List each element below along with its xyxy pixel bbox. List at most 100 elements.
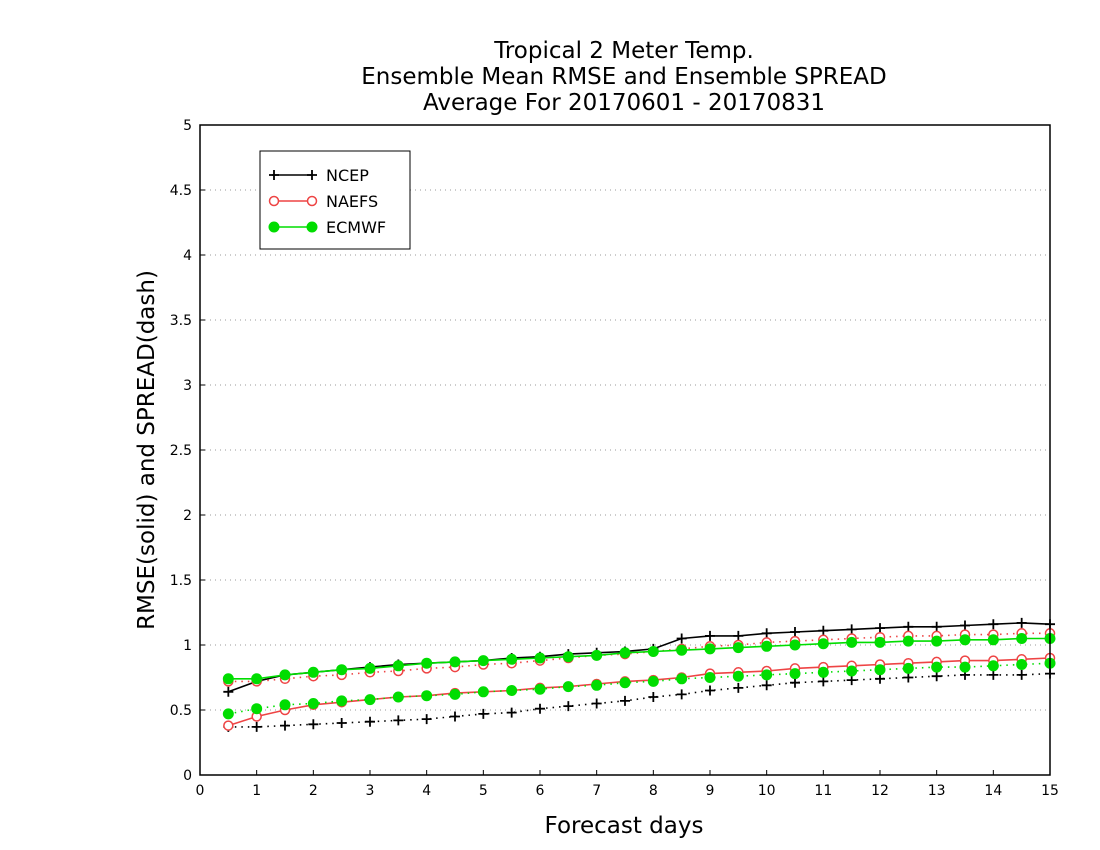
point-ecmwf-spread-1 (251, 703, 263, 715)
point-ecmwf-spread-10 (506, 685, 518, 696)
y-tick-label-10: 5 (183, 118, 192, 134)
point-ncep-rmse-25 (931, 621, 942, 632)
point-ncep-spread-15 (648, 692, 659, 702)
x-axis: 0 1 2 3 4 5 6 7 8 9 10 11 12 13 14 15 (196, 770, 1059, 799)
y-tick-label-4: 2 (183, 508, 192, 524)
line-ecmwf-spread (228, 662, 1051, 715)
point-ecmwf-spread-17 (704, 672, 716, 683)
legend-marker-start-ecmwf (268, 221, 280, 233)
point-ecmwf-spread-14 (619, 677, 631, 689)
point-ncep-rmse-18 (733, 630, 744, 641)
point-ecmwf-spread-19 (761, 669, 773, 681)
point-ncep-spread-14 (620, 695, 630, 706)
legend-box (259, 150, 411, 250)
point-ncep-spread-13 (591, 698, 602, 709)
point-ecmwf-rmse-6 (392, 660, 404, 672)
y-tick-label-1: 0.5 (170, 703, 192, 719)
point-ncep-spread-12 (563, 701, 574, 712)
point-ecmwf-spread-27 (987, 660, 999, 672)
point-ncep-spread-5 (365, 716, 375, 727)
point-ecmwf-spread-9 (477, 686, 489, 698)
point-ncep-spread-21 (818, 676, 829, 687)
point-ncep-rmse-23 (875, 623, 885, 634)
legend-marker-end-ncep (307, 170, 317, 180)
point-ecmwf-rmse-17 (704, 643, 716, 655)
point-ecmwf-rmse-11 (534, 652, 546, 664)
point-ecmwf-rmse-21 (817, 638, 829, 650)
legend-marker-start-naefs (268, 195, 280, 207)
series-naefs-spread (223, 628, 1056, 687)
x-tick-label-12: 12 (871, 783, 889, 799)
point-ecmwf-rmse-25 (931, 635, 943, 647)
point-ecmwf-rmse-7 (421, 657, 433, 669)
point-ecmwf-spread-6 (392, 691, 404, 703)
legend-label-ecmwf: ECMWF (326, 218, 386, 237)
x-tick-label-0: 0 (196, 783, 205, 799)
point-ncep-spread-1 (251, 721, 262, 732)
point-ecmwf-spread-2 (279, 699, 291, 711)
point-ncep-spread-23 (875, 673, 885, 684)
x-tick-label-6: 6 (536, 783, 545, 799)
y-tick-label-5: 2.5 (170, 443, 192, 459)
point-ncep-rmse-27 (988, 619, 999, 630)
point-ncep-spread-24 (903, 672, 914, 683)
y-tick-label-6: 3 (183, 378, 192, 394)
x-tick-label-15: 15 (1041, 783, 1059, 799)
x-tick-label-11: 11 (814, 783, 832, 799)
point-ncep-rmse-19 (761, 628, 772, 639)
x-tick-label-4: 4 (422, 783, 431, 799)
plot-series (222, 617, 1056, 732)
title-line-2: Ensemble Mean RMSE and Ensemble SPREAD (361, 64, 886, 90)
point-ecmwf-rmse-20 (789, 639, 801, 651)
point-ecmwf-rmse-15 (647, 646, 659, 657)
x-tick-label-2: 2 (309, 783, 318, 799)
point-ecmwf-rmse-9 (477, 655, 489, 667)
point-ecmwf-rmse-8 (449, 656, 461, 668)
point-ecmwf-rmse-28 (1016, 633, 1028, 644)
point-ncep-spread-27 (988, 669, 999, 680)
legend-marker-end-naefs (306, 195, 318, 207)
y-axis: 0 0.5 1 1.5 2 2.5 3 3.5 4 4.5 5 (170, 118, 205, 784)
point-ecmwf-rmse-13 (591, 649, 603, 661)
point-ecmwf-spread-21 (817, 666, 829, 678)
point-ecmwf-spread-13 (591, 679, 603, 691)
point-ecmwf-rmse-24 (902, 635, 914, 647)
point-ncep-spread-6 (393, 715, 404, 726)
point-ncep-spread-3 (308, 719, 319, 730)
point-ncep-rmse-20 (790, 627, 800, 637)
point-ecmwf-rmse-0 (222, 673, 234, 685)
y-tick-label-7: 3.5 (170, 313, 192, 329)
point-ncep-rmse-16 (676, 633, 687, 644)
y-axis-label: RMSE(solid) and SPREAD(dash) (134, 270, 160, 630)
legend-marker-start-ncep (269, 170, 279, 180)
point-ecmwf-rmse-26 (959, 634, 971, 646)
x-tick-label-13: 13 (928, 783, 946, 799)
point-ecmwf-spread-15 (647, 675, 659, 687)
line-ecmwf-rmse (228, 637, 1050, 680)
y-tick-label-3: 1.5 (170, 573, 192, 589)
point-ncep-spread-17 (705, 685, 715, 696)
point-ecmwf-spread-5 (364, 694, 376, 706)
point-ecmwf-spread-0 (222, 708, 234, 720)
point-ncep-rmse-0 (223, 686, 234, 697)
point-ncep-spread-16 (676, 689, 687, 700)
point-ncep-rmse-22 (846, 624, 857, 635)
series-ncep-spread (223, 668, 1055, 732)
point-ecmwf-rmse-23 (874, 636, 886, 648)
point-ecmwf-rmse-12 (562, 651, 574, 663)
point-ncep-spread-25 (931, 671, 942, 682)
point-ncep-spread-4 (336, 718, 347, 728)
x-tick-label-9: 9 (706, 783, 715, 799)
legend: NCEP NAEFS ECMWF (259, 150, 411, 250)
point-ecmwf-rmse-3 (307, 666, 319, 678)
legend-label-naefs: NAEFS (326, 192, 378, 211)
point-ecmwf-spread-28 (1016, 659, 1028, 670)
point-ecmwf-spread-24 (902, 662, 914, 674)
point-ncep-spread-9 (478, 708, 489, 719)
point-ecmwf-rmse-2 (279, 669, 291, 681)
y-tick-label-2: 1 (183, 638, 192, 654)
point-ecmwf-rmse-5 (364, 662, 376, 674)
point-ecmwf-rmse-4 (336, 664, 348, 676)
point-ncep-spread-22 (846, 675, 857, 686)
